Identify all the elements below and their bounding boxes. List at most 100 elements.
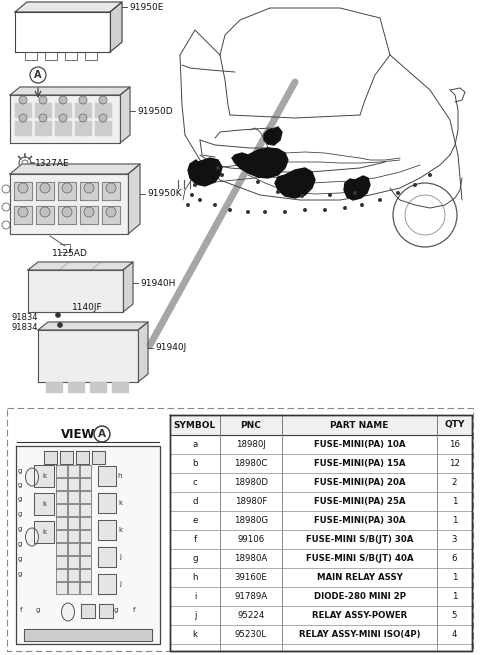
- Text: 1140JF: 1140JF: [72, 303, 103, 312]
- Polygon shape: [60, 451, 73, 464]
- Polygon shape: [36, 206, 54, 224]
- Text: 18980F: 18980F: [235, 497, 267, 506]
- Polygon shape: [56, 491, 67, 503]
- Text: A: A: [34, 70, 42, 80]
- Polygon shape: [68, 478, 79, 490]
- Circle shape: [18, 207, 28, 217]
- Text: FUSE-MINI(PA) 30A: FUSE-MINI(PA) 30A: [314, 516, 405, 525]
- Circle shape: [328, 193, 332, 197]
- Text: c: c: [192, 478, 197, 487]
- Circle shape: [99, 114, 107, 122]
- Polygon shape: [56, 569, 67, 581]
- Polygon shape: [56, 504, 67, 516]
- Text: g: g: [192, 554, 198, 563]
- Circle shape: [216, 166, 220, 170]
- Polygon shape: [14, 182, 32, 200]
- Circle shape: [39, 114, 47, 122]
- Text: a: a: [192, 440, 198, 449]
- Polygon shape: [34, 465, 54, 487]
- Polygon shape: [46, 382, 62, 392]
- Circle shape: [193, 183, 197, 187]
- Circle shape: [263, 210, 267, 214]
- Polygon shape: [15, 121, 31, 135]
- Text: 91940H: 91940H: [140, 278, 175, 288]
- Circle shape: [39, 96, 47, 104]
- Text: 91789A: 91789A: [234, 592, 267, 601]
- Polygon shape: [38, 330, 138, 382]
- Text: 12: 12: [449, 459, 460, 468]
- Circle shape: [428, 173, 432, 177]
- Text: 3: 3: [452, 535, 457, 544]
- Polygon shape: [36, 182, 54, 200]
- Polygon shape: [68, 382, 84, 392]
- Circle shape: [228, 208, 232, 212]
- Circle shape: [213, 203, 217, 207]
- Polygon shape: [98, 547, 116, 567]
- Polygon shape: [80, 478, 91, 490]
- Polygon shape: [112, 382, 128, 392]
- Polygon shape: [56, 582, 67, 594]
- Polygon shape: [264, 127, 282, 145]
- Polygon shape: [102, 206, 120, 224]
- Text: MAIN RELAY ASSY: MAIN RELAY ASSY: [317, 573, 402, 582]
- Text: 1: 1: [452, 573, 457, 582]
- Polygon shape: [76, 451, 89, 464]
- Polygon shape: [92, 451, 105, 464]
- Text: g: g: [18, 526, 22, 532]
- Polygon shape: [58, 182, 76, 200]
- Text: h: h: [118, 473, 122, 479]
- Text: 91950K: 91950K: [147, 189, 181, 198]
- Text: g: g: [36, 607, 40, 613]
- Polygon shape: [28, 262, 133, 270]
- Polygon shape: [90, 382, 106, 392]
- Text: 91834: 91834: [12, 314, 38, 322]
- Polygon shape: [68, 569, 79, 581]
- Polygon shape: [44, 451, 57, 464]
- Text: 1: 1: [452, 497, 457, 506]
- Text: SYMBOL: SYMBOL: [174, 421, 216, 430]
- Text: g: g: [114, 607, 118, 613]
- Polygon shape: [80, 543, 91, 555]
- Text: 6: 6: [452, 554, 457, 563]
- Text: 5: 5: [452, 611, 457, 620]
- Text: k: k: [42, 473, 46, 479]
- Text: 18980J: 18980J: [236, 440, 266, 449]
- Circle shape: [198, 198, 202, 202]
- Circle shape: [190, 193, 194, 197]
- Circle shape: [19, 96, 27, 104]
- Text: 2: 2: [452, 478, 457, 487]
- Text: FUSE-MINI(PA) 25A: FUSE-MINI(PA) 25A: [314, 497, 405, 506]
- Polygon shape: [80, 206, 98, 224]
- Text: g: g: [18, 496, 22, 502]
- Polygon shape: [123, 262, 133, 312]
- Text: 39160E: 39160E: [235, 573, 267, 582]
- Polygon shape: [10, 174, 128, 234]
- Polygon shape: [14, 206, 32, 224]
- Polygon shape: [10, 87, 130, 95]
- Circle shape: [256, 180, 260, 184]
- Text: k: k: [42, 501, 46, 507]
- Circle shape: [413, 183, 417, 187]
- Text: A: A: [98, 429, 106, 439]
- Circle shape: [58, 322, 62, 328]
- Polygon shape: [99, 604, 113, 618]
- Text: FUSE-MINI(PA) 10A: FUSE-MINI(PA) 10A: [314, 440, 405, 449]
- Circle shape: [84, 207, 94, 217]
- Text: 95230L: 95230L: [235, 630, 267, 639]
- Text: QTY: QTY: [444, 421, 465, 430]
- Circle shape: [62, 183, 72, 193]
- Text: i: i: [194, 592, 196, 601]
- Polygon shape: [68, 530, 79, 542]
- Text: DIODE-280 MINI 2P: DIODE-280 MINI 2P: [313, 592, 406, 601]
- Circle shape: [106, 183, 116, 193]
- Polygon shape: [34, 521, 54, 543]
- Circle shape: [276, 190, 280, 194]
- Polygon shape: [80, 182, 98, 200]
- Circle shape: [283, 210, 287, 214]
- Text: 91834: 91834: [12, 324, 38, 333]
- Text: 91950D: 91950D: [137, 107, 173, 115]
- Text: g: g: [18, 482, 22, 488]
- Text: FUSE-MINI S/B(JT) 40A: FUSE-MINI S/B(JT) 40A: [306, 554, 413, 563]
- Text: f: f: [193, 535, 197, 544]
- Polygon shape: [56, 517, 67, 529]
